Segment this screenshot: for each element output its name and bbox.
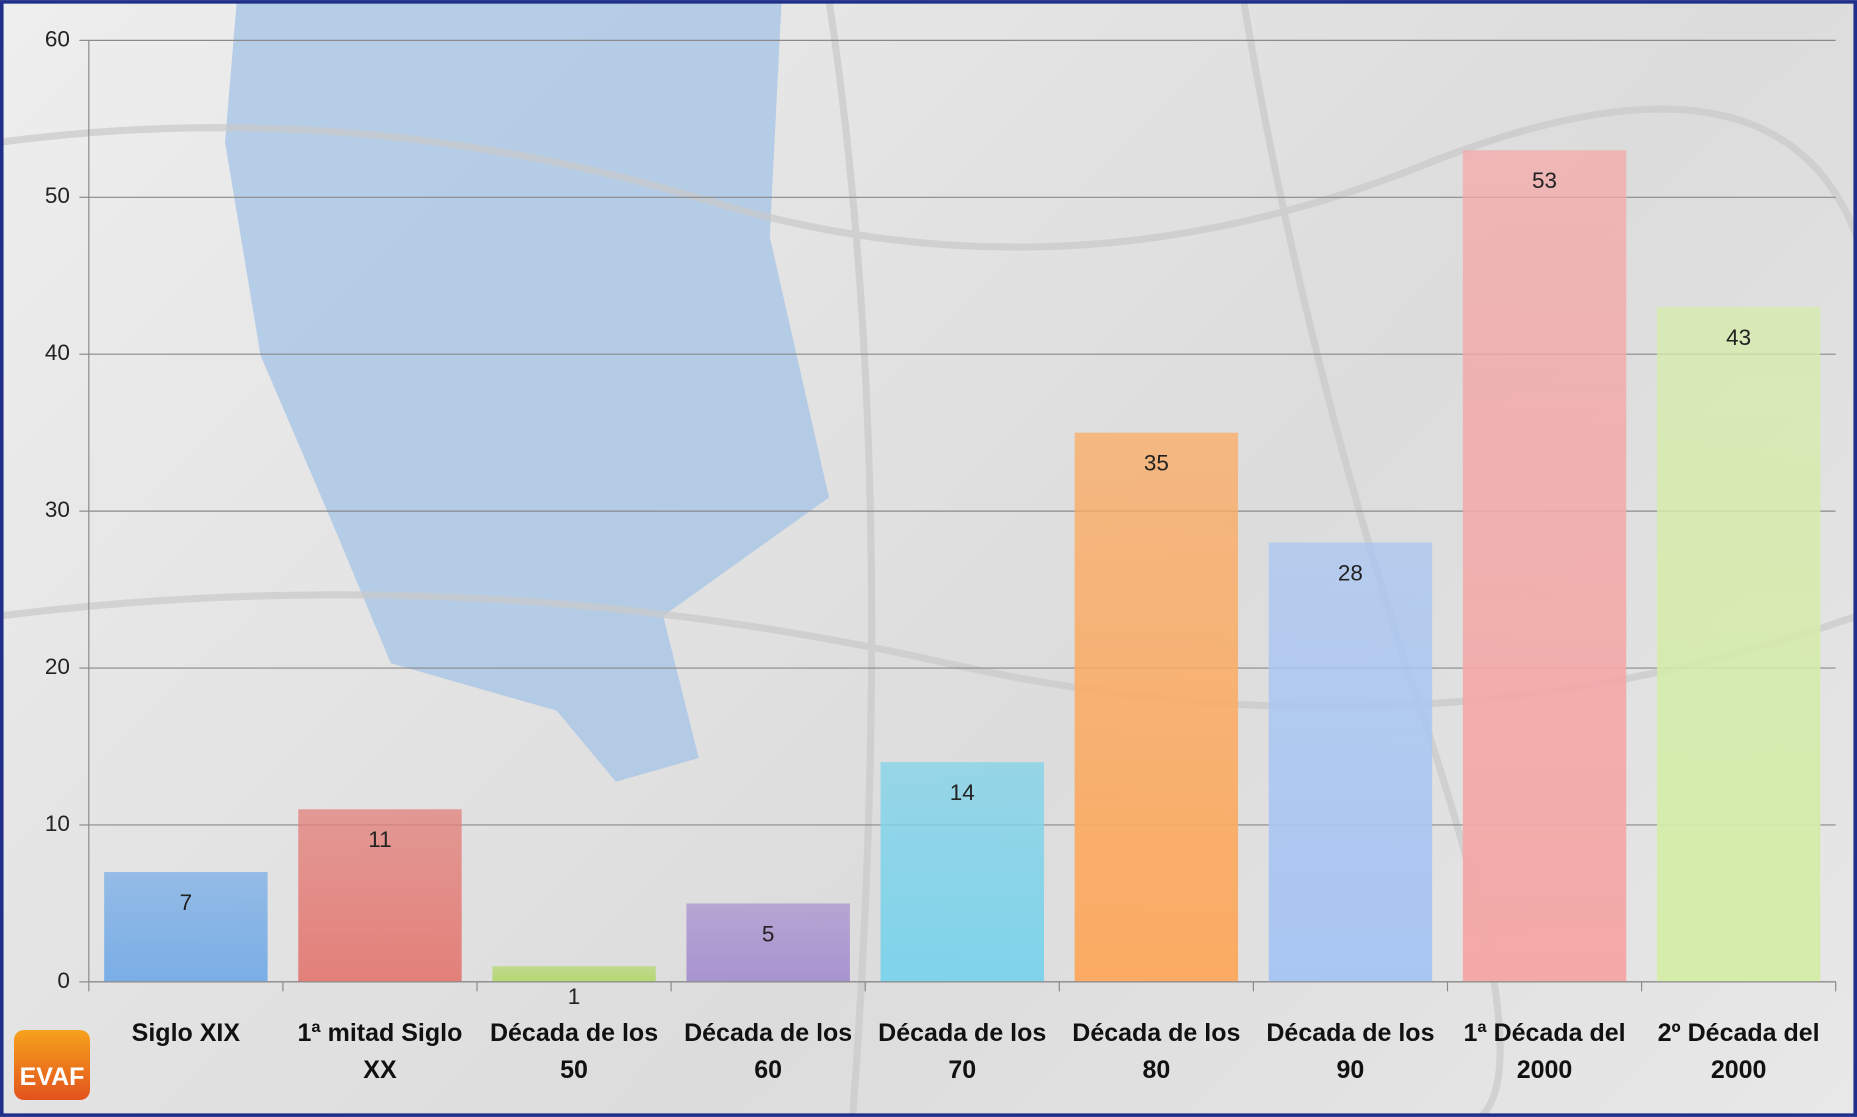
y-tick-label: 10 (45, 811, 70, 836)
y-tick-label: 30 (45, 497, 70, 522)
x-tick-label: Década de los 60 (684, 1018, 853, 1084)
x-tick-label: Década de los 90 (1266, 1018, 1435, 1084)
y-tick-label: 40 (45, 340, 70, 365)
data-label: 11 (368, 827, 391, 852)
bar (492, 966, 656, 982)
bar (1268, 542, 1433, 982)
bar (1462, 150, 1627, 982)
bar (880, 762, 1044, 982)
data-label: 53 (1532, 168, 1557, 193)
y-tick-label: 50 (45, 183, 70, 208)
logo: EVAF (14, 1030, 90, 1100)
x-tick-label: Década de los 70 (878, 1018, 1047, 1084)
y-tick-label: 0 (57, 968, 70, 993)
y-tick-label: 20 (45, 654, 70, 679)
bar (1656, 307, 1821, 982)
bar (686, 903, 850, 982)
data-label: 5 (762, 921, 775, 946)
data-label: 28 (1338, 560, 1363, 585)
x-tick-label: Década de los 50 (489, 1018, 659, 1084)
background-piece (225, 0, 830, 782)
x-tick-label: 2º Década del 2000 (1657, 1018, 1820, 1084)
bar (298, 809, 462, 982)
x-tick-label: Siglo XIX (131, 1018, 241, 1047)
data-label: 14 (950, 780, 975, 805)
data-label: 35 (1144, 451, 1169, 476)
data-label: 43 (1726, 325, 1751, 350)
data-label: 1 (568, 984, 581, 1009)
y-tick-label: 60 (45, 26, 70, 51)
x-tick-label: 1ª mitad Siglo XX (297, 1018, 463, 1084)
data-label: 7 (180, 890, 193, 915)
bar (1074, 432, 1239, 982)
bar (104, 872, 268, 982)
x-tick-label: Década de los 80 (1072, 1018, 1241, 1084)
x-tick-label: 1ª Década del 2000 (1463, 1018, 1626, 1084)
